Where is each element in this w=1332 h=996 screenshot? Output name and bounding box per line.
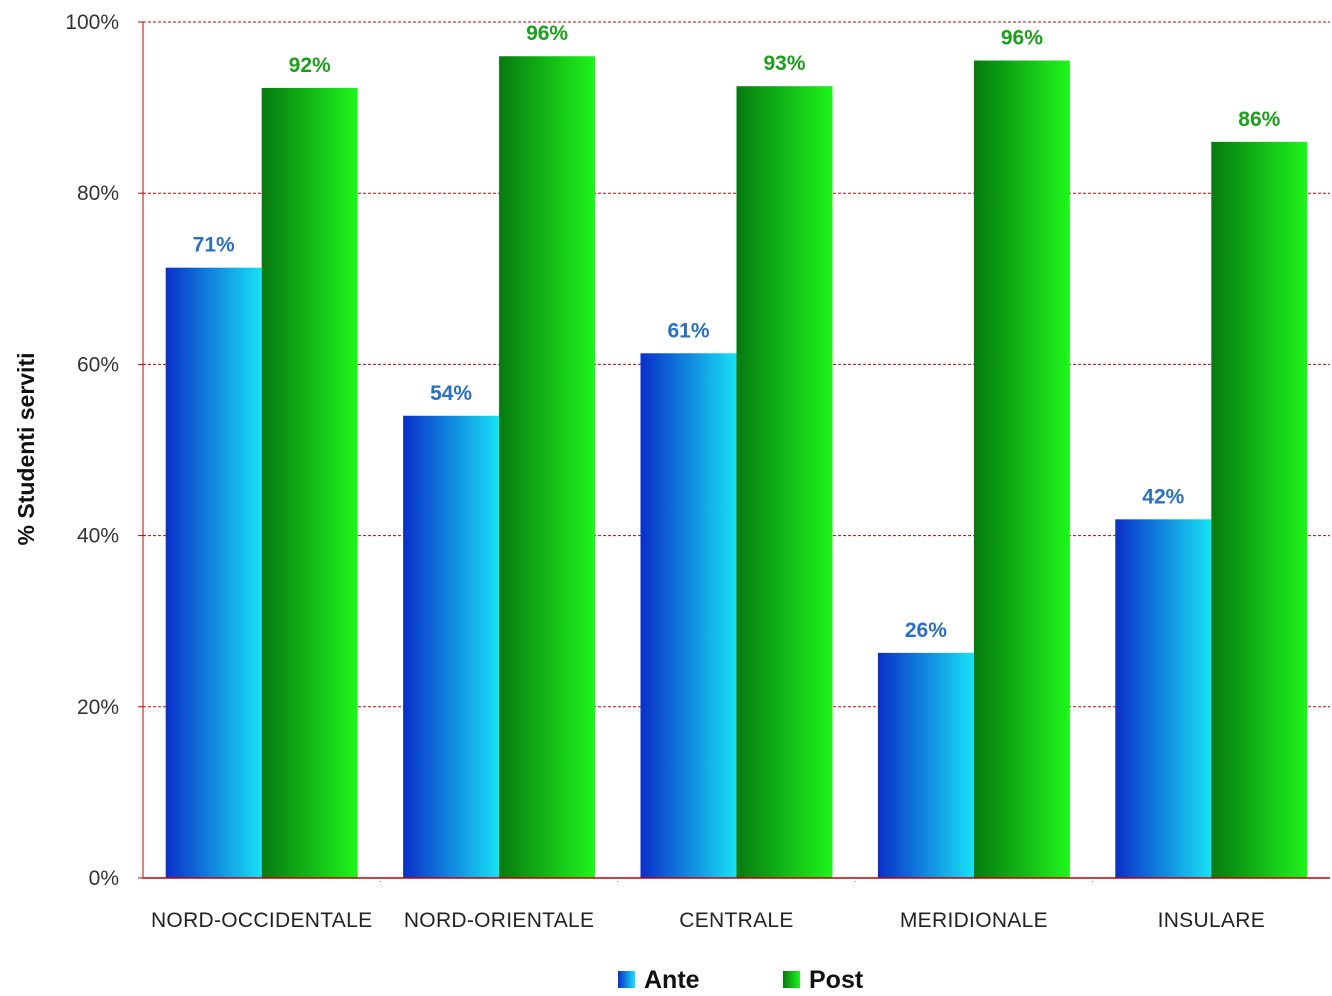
legend-label: Post	[809, 966, 864, 991]
legend-swatch	[618, 971, 635, 988]
x-category-label: NORD-ORIENTALE	[404, 909, 595, 932]
bar-ante	[877, 652, 974, 878]
bar-ante	[165, 267, 262, 878]
legend-swatch	[783, 971, 800, 988]
data-label: 54%	[430, 382, 472, 405]
legend-item: Ante	[618, 966, 700, 994]
data-label: 96%	[1001, 27, 1043, 50]
y-axis-title: % Studenti serviti	[13, 353, 39, 546]
data-label: 71%	[193, 234, 235, 257]
data-label: 26%	[905, 619, 947, 642]
y-tick-label: 60%	[77, 353, 119, 376]
bars	[165, 56, 1308, 879]
data-labels: 71% 92% 54% 96% 61% 93% 26% 96% 42% 86%	[193, 22, 1281, 642]
data-label: 93%	[763, 52, 805, 75]
bar-post	[736, 86, 833, 878]
y-tick-label: 0%	[89, 867, 119, 890]
axes: 0% 20% 40% 60% 80% 100% NORD-OCCIDENTALE NORD-O…	[65, 11, 1330, 932]
data-label: 92%	[289, 54, 331, 77]
bar-post	[1211, 141, 1308, 879]
bar-post	[261, 87, 358, 879]
data-label: 61%	[667, 319, 709, 342]
x-category-label: INSULARE	[1158, 909, 1265, 932]
bar-ante	[640, 353, 737, 879]
y-tick-label: 20%	[77, 696, 119, 719]
x-category-label: MERIDIONALE	[900, 909, 1048, 932]
y-tick-label: 80%	[77, 182, 119, 205]
bar-post	[499, 56, 596, 879]
bar-ante	[403, 415, 500, 878]
bar-ante	[1115, 519, 1212, 878]
x-category-label: CENTRALE	[679, 909, 793, 932]
legend: Ante Post	[618, 966, 864, 994]
data-label: 42%	[1142, 485, 1184, 508]
x-category-label: NORD-OCCIDENTALE	[151, 909, 372, 932]
bar-post	[973, 60, 1070, 878]
data-label: 96%	[526, 22, 568, 45]
data-label: 86%	[1238, 108, 1280, 131]
legend-label: Ante	[644, 966, 700, 991]
y-tick-label: 100%	[65, 11, 119, 34]
legend-item: Post	[783, 966, 864, 994]
y-tick-label: 40%	[77, 525, 119, 548]
